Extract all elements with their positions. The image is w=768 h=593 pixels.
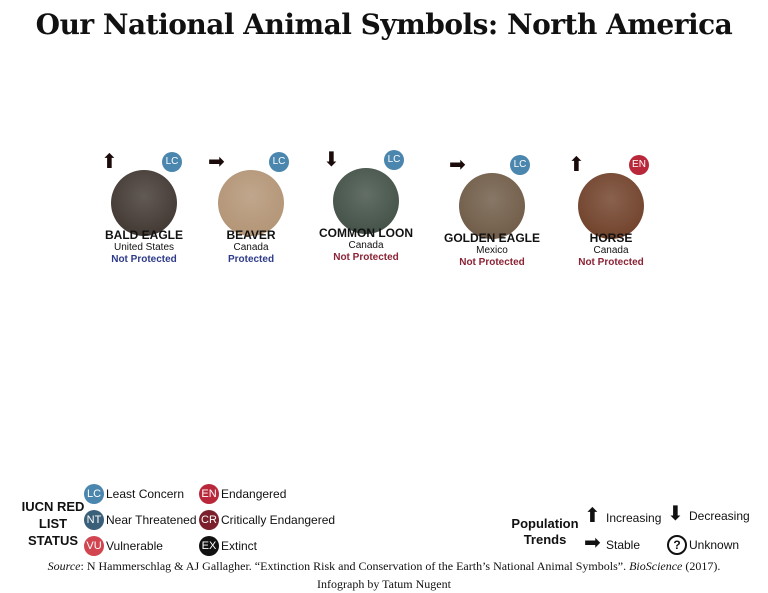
animal-country: Canada [233,242,269,253]
arrow-increasing-icon: ⬆ [101,151,118,173]
trend-label: Increasing [606,511,662,525]
status-badge: LC [162,152,182,172]
status-label: Extinct [221,539,258,553]
status-badge: LC [510,155,530,175]
arrow-increasing-icon: ⬆ [568,154,585,176]
status-badge: LC [269,152,289,172]
arrow-decreasing-icon: ⬇ [323,149,340,171]
question-circle-icon: ? [667,535,687,555]
status-badge-nt: NT [84,510,104,530]
source-year: (2017). [682,559,721,573]
protection-status: Not Protected [459,257,525,268]
page-title: Our National Animal Symbols: North Ameri… [35,8,733,41]
animal-image [578,173,644,239]
status-badge-cr: CR [199,510,219,530]
status-badge-ex: EX [199,536,219,556]
source-journal: BioScience [629,559,683,573]
protection-status: Not Protected [578,257,644,268]
status-badge-lc: LC [84,484,104,504]
animal-image [459,173,525,239]
source-prefix: Source [47,559,81,573]
trend-label: Unknown [689,538,740,552]
source-citation: Source: N Hammerschlag & AJ Gallagher. “… [0,559,768,574]
animal-image [218,170,284,236]
animal-name: BEAVER [226,228,276,242]
status-label: Endangered [221,487,287,501]
status-label: Critically Endangered [221,513,336,527]
protection-status: Not Protected [111,254,177,265]
animal-country: United States [113,242,175,253]
animal-name: HORSE [589,231,633,245]
animal-name: BALD EAGLE [105,228,183,242]
animal-image [111,170,177,236]
animal-country: Mexico [476,245,508,256]
animal-country: Canada [348,240,384,251]
status-label: Vulnerable [106,539,163,553]
status-label: Near Threatened [106,513,197,527]
source-text: : N Hammerschlag & AJ Gallagher. “Extinc… [80,559,630,573]
trend-label: Decreasing [689,509,750,523]
iucn-legend-title: IUCN RED LIST STATUS [21,499,85,548]
arrow-stable-icon: ➡ [208,151,225,173]
credit: Infograph by Tatum Nugent [317,577,451,591]
protection-status: Protected [227,254,275,265]
arrow-right-icon: ➡ [584,532,601,554]
animal-image [333,168,399,234]
trend-label: Stable [606,538,641,552]
status-badge-vu: VU [84,536,104,556]
status-badge-en: EN [199,484,219,504]
status-badge: EN [629,155,649,175]
status-badge: LC [384,150,404,170]
trends-legend-title: Population Trends [511,516,579,547]
arrow-down-icon: ⬇ [667,503,684,525]
protection-status: Not Protected [333,252,399,263]
arrow-stable-icon: ➡ [449,154,466,176]
status-label: Least Concern [106,487,185,501]
animal-name: COMMON LOON [319,226,413,240]
arrow-up-icon: ⬆ [584,505,601,527]
animal-name: GOLDEN EAGLE [443,231,540,245]
animal-country: Canada [593,245,629,256]
